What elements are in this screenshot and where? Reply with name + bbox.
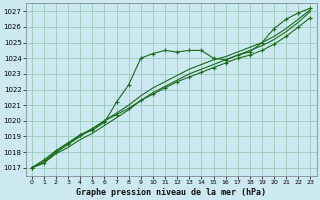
X-axis label: Graphe pression niveau de la mer (hPa): Graphe pression niveau de la mer (hPa): [76, 188, 266, 197]
